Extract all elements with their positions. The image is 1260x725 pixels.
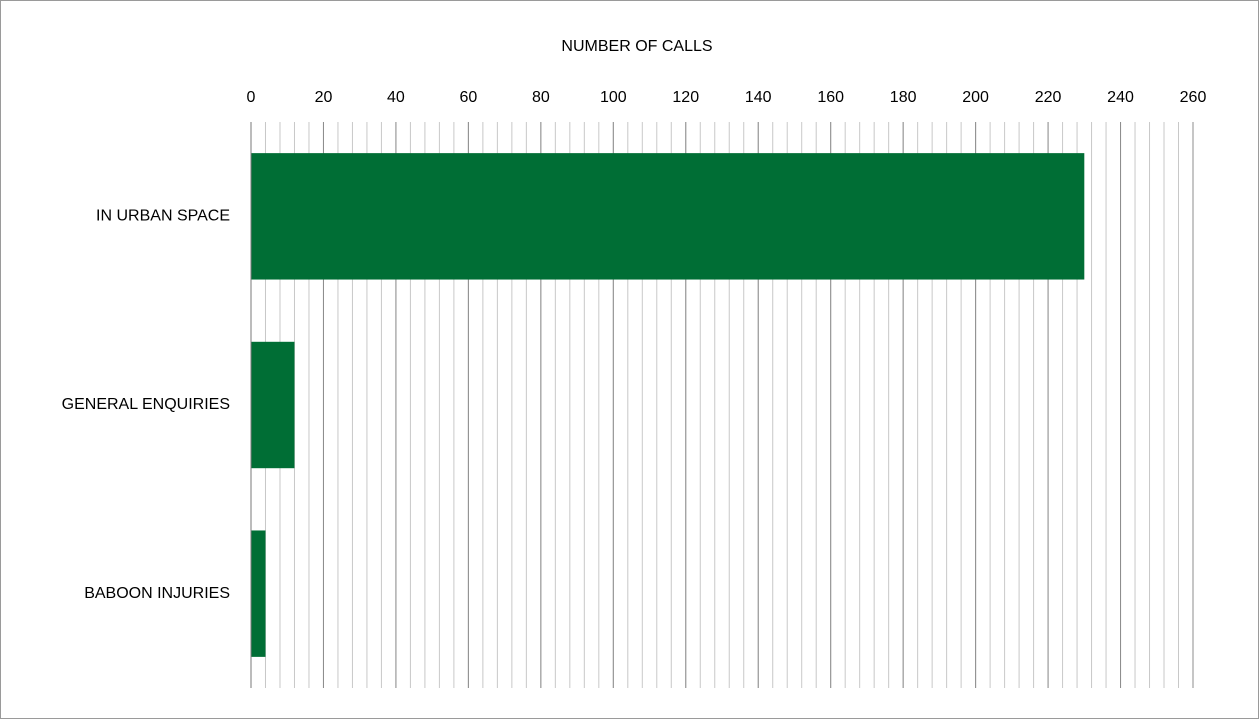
x-tick-label: 180 [890,89,917,106]
x-tick-label: 0 [247,89,256,106]
y-tick-label: BABOON INJURIES [84,585,230,602]
x-tick-label: 200 [962,89,989,106]
x-tick-label: 260 [1180,89,1207,106]
x-tick-label: 80 [532,89,550,106]
bar [251,153,1085,280]
x-tick-label: 40 [387,89,405,106]
x-tick-label: 120 [672,89,699,106]
x-tick-label: 140 [745,89,772,106]
x-tick-label: 100 [600,89,627,106]
bar [251,530,266,657]
chart-title: NUMBER OF CALLS [561,38,712,55]
x-tick-label: 220 [1035,89,1062,106]
x-tick-label: 160 [817,89,844,106]
bar [251,341,295,469]
x-tick-label: 20 [315,89,333,106]
y-tick-label: GENERAL ENQUIRIES [62,396,230,413]
y-tick-label: IN URBAN SPACE [96,208,230,225]
x-tick-label: 240 [1107,89,1134,106]
x-tick-label: 60 [459,89,477,106]
